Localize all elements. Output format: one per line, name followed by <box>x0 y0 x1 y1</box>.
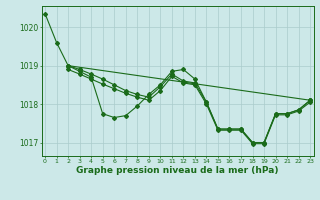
X-axis label: Graphe pression niveau de la mer (hPa): Graphe pression niveau de la mer (hPa) <box>76 166 279 175</box>
